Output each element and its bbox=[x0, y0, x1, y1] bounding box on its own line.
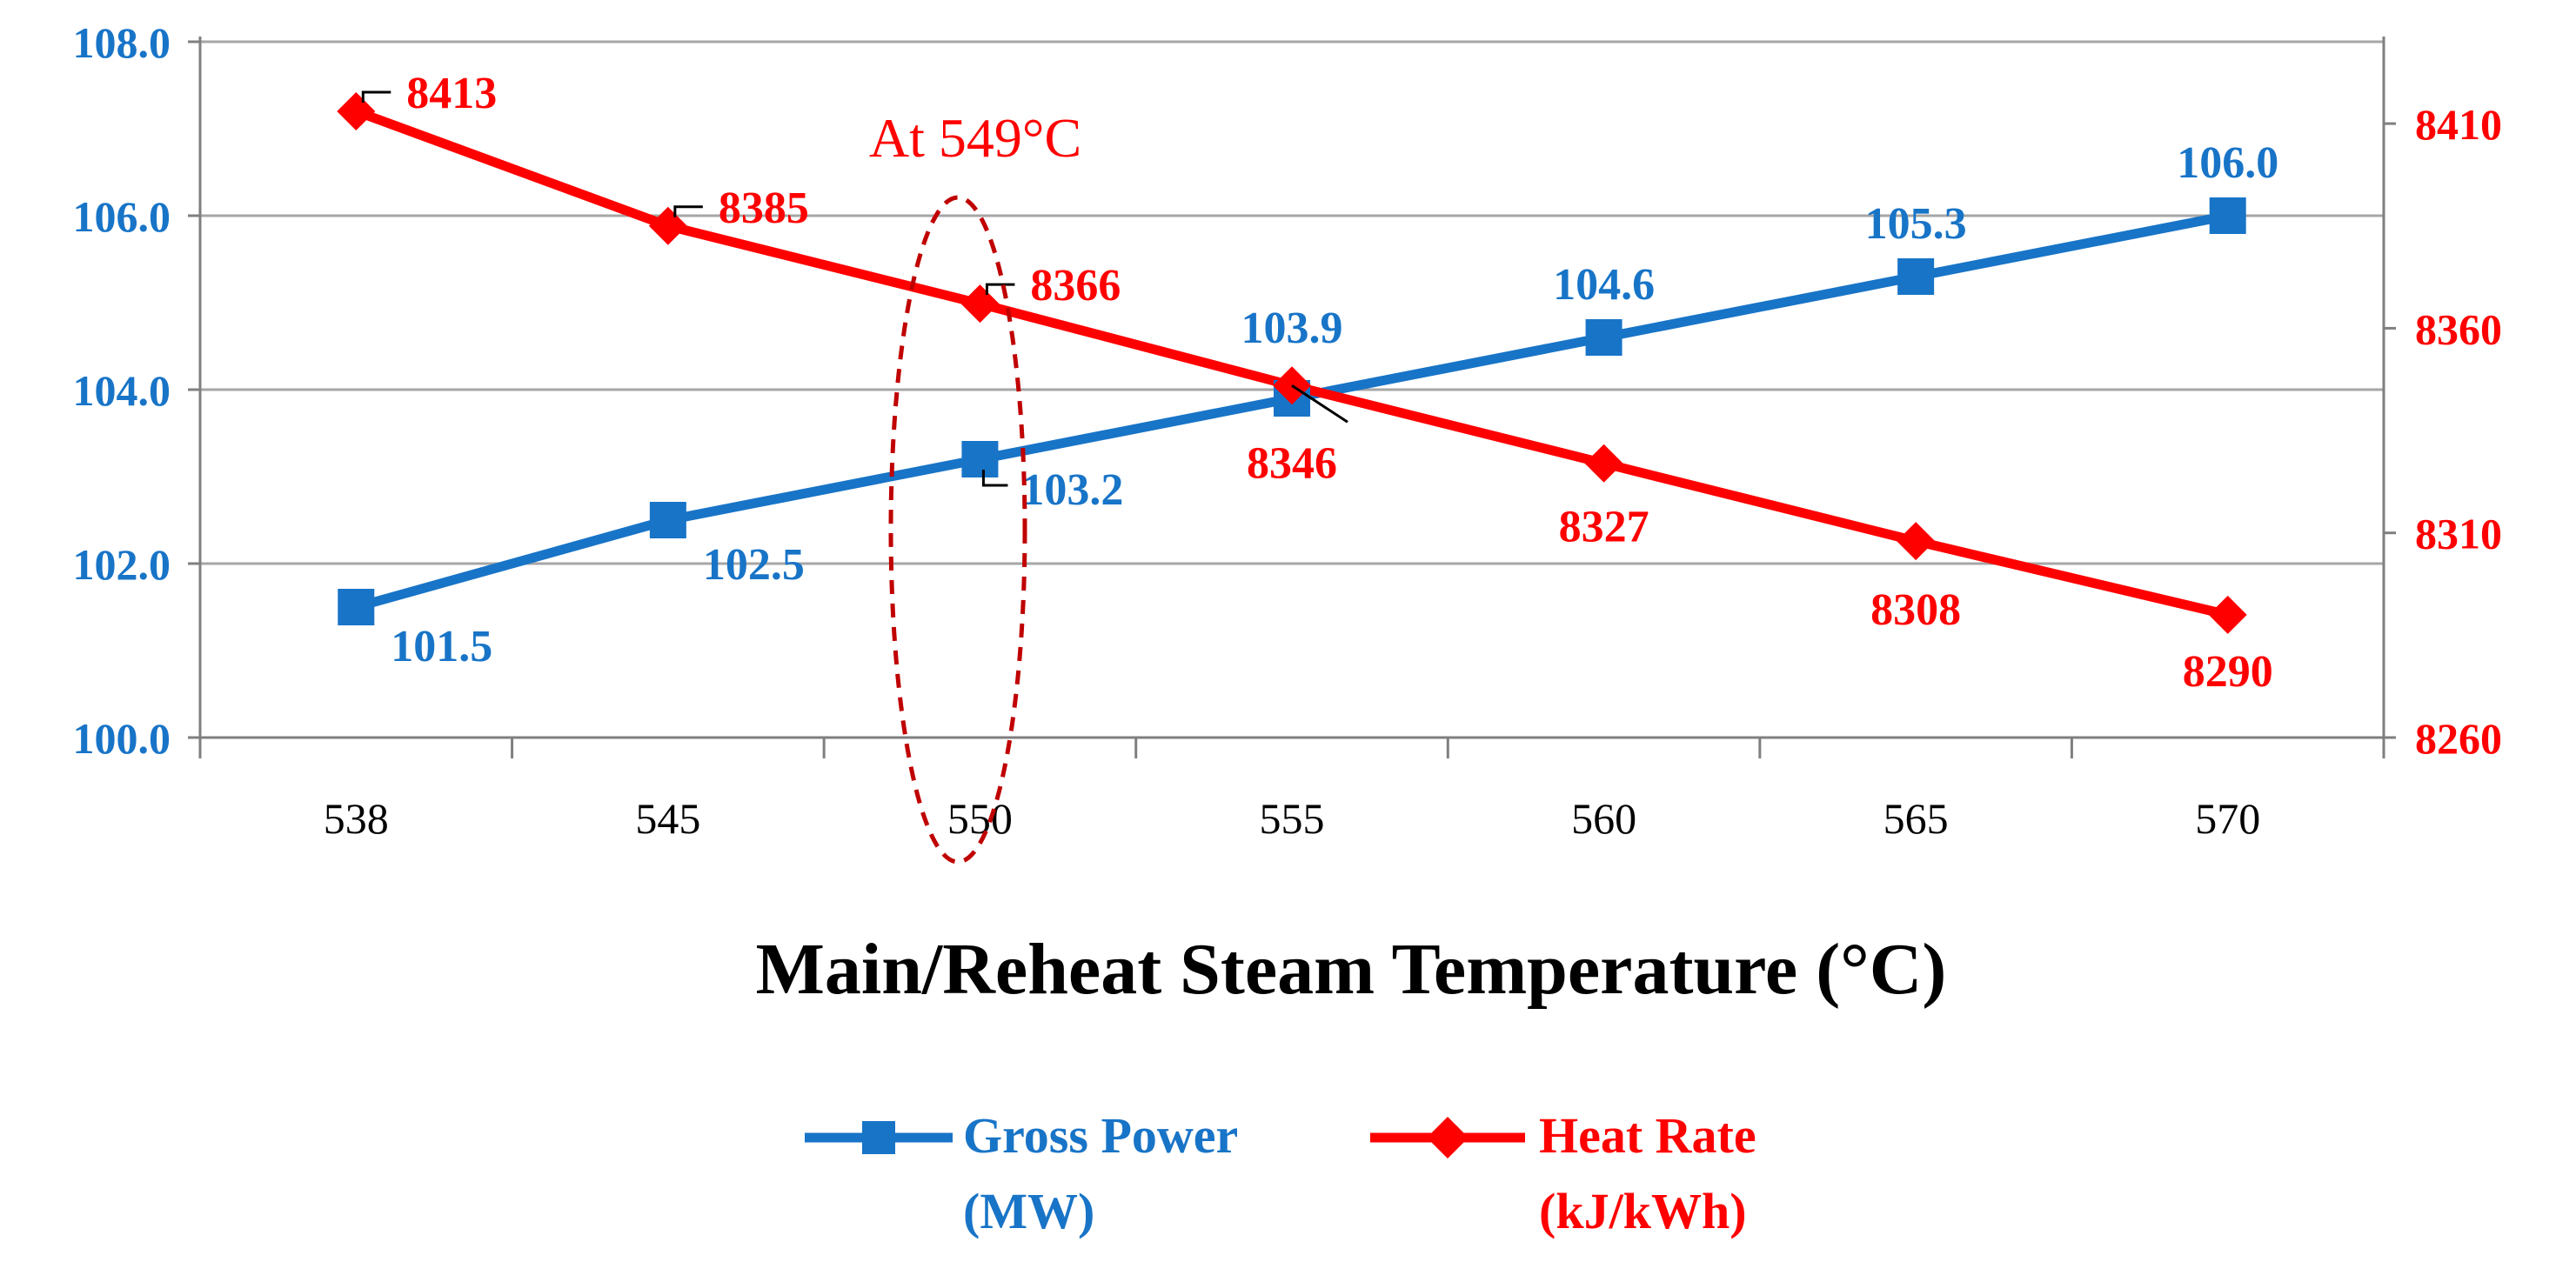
heat-data-label: 8366 bbox=[1030, 261, 1121, 310]
legend-item-gross-power: Gross Power (MW) bbox=[805, 1107, 1238, 1239]
heat-marker bbox=[960, 284, 1000, 324]
series-group bbox=[337, 92, 2247, 634]
annotation-ellipse bbox=[888, 195, 1027, 865]
left-tick-label: 104.0 bbox=[73, 366, 171, 415]
left-tick-label: 106.0 bbox=[73, 192, 171, 241]
heat-marker bbox=[648, 206, 687, 245]
heat-marker bbox=[2208, 595, 2247, 634]
heat-marker bbox=[1897, 522, 1936, 561]
heat-label-leader bbox=[673, 205, 703, 217]
heat-data-label: 8327 bbox=[1559, 503, 1649, 552]
x-axis-ticks: 538 545 550 555 560 565 570 bbox=[324, 794, 2260, 843]
legend-marker-square bbox=[862, 1121, 895, 1154]
power-marker bbox=[338, 589, 375, 625]
x-tick-label: 565 bbox=[1883, 794, 1949, 843]
power-label-leader bbox=[981, 470, 1008, 487]
power-marker bbox=[961, 441, 999, 477]
series-line-heat-rate bbox=[354, 106, 2229, 620]
legend-label-heat-line2: (kJ/kWh) bbox=[1539, 1183, 1747, 1239]
right-tick-label: 8410 bbox=[2415, 100, 2502, 149]
power-marker bbox=[2209, 197, 2246, 234]
power-data-label: 106.0 bbox=[2177, 138, 2278, 188]
x-tick-label: 555 bbox=[1260, 794, 1325, 843]
legend-marker-diamond bbox=[1427, 1117, 1469, 1159]
heat-label-leader bbox=[361, 90, 391, 103]
heat-data-label: 8290 bbox=[2183, 647, 2273, 697]
power-marker bbox=[649, 502, 686, 538]
x-tick-label: 545 bbox=[635, 794, 700, 843]
legend-label-heat-line1: Heat Rate bbox=[1539, 1107, 1756, 1164]
power-marker bbox=[1897, 258, 1935, 295]
legend-label-power-line1: Gross Power bbox=[963, 1107, 1238, 1164]
legend-label-power-line2: (MW) bbox=[963, 1183, 1094, 1239]
x-tick-label: 570 bbox=[2195, 794, 2260, 843]
power-marker bbox=[1585, 319, 1623, 356]
heat-data-label: 8346 bbox=[1247, 438, 1337, 488]
left-tick-label: 102.0 bbox=[73, 540, 171, 589]
heat-marker bbox=[1584, 444, 1623, 483]
heat-label-leader bbox=[1291, 384, 1348, 424]
left-tick-label: 108.0 bbox=[73, 18, 171, 67]
legend-item-heat-rate: Heat Rate (kJ/kWh) bbox=[1370, 1107, 1756, 1239]
x-tick-label: 538 bbox=[324, 794, 389, 843]
left-axis-ticks: 100.0 102.0 104.0 106.0 108.0 bbox=[73, 18, 200, 763]
legend: Gross Power (MW) Heat Rate (kJ/kWh) bbox=[805, 1107, 1756, 1239]
power-data-label: 102.5 bbox=[703, 540, 805, 590]
power-data-label: 105.3 bbox=[1865, 199, 1967, 249]
heat-marker bbox=[337, 92, 376, 130]
power-data-label: 103.2 bbox=[1021, 465, 1123, 515]
power-data-label: 101.5 bbox=[391, 622, 492, 671]
annotation-label: At 549°C bbox=[869, 107, 1081, 169]
heat-data-label: 8413 bbox=[406, 69, 497, 118]
left-tick-label: 100.0 bbox=[73, 714, 171, 763]
power-data-label: 104.6 bbox=[1553, 260, 1655, 310]
right-axis-ticks: 8260 8310 8360 8410 bbox=[2384, 100, 2502, 763]
heat-data-label: 8308 bbox=[1870, 585, 1961, 635]
x-axis-title: Main/Reheat Steam Temperature (°C) bbox=[756, 929, 1947, 1010]
power-data-label: 103.9 bbox=[1241, 304, 1343, 353]
x-tick-label: 560 bbox=[1571, 794, 1636, 843]
data-labels: 101.5 102.5 103.2 103.9 104.6 105.3 106.0 8413 8… bbox=[361, 69, 2278, 697]
axes bbox=[198, 37, 2385, 758]
right-tick-label: 8310 bbox=[2415, 510, 2502, 558]
heat-data-label: 8385 bbox=[719, 184, 809, 233]
heat-label-leader bbox=[985, 283, 1015, 296]
right-tick-label: 8260 bbox=[2415, 714, 2502, 763]
right-tick-label: 8360 bbox=[2415, 304, 2502, 353]
x-tick-label: 550 bbox=[947, 794, 1013, 843]
